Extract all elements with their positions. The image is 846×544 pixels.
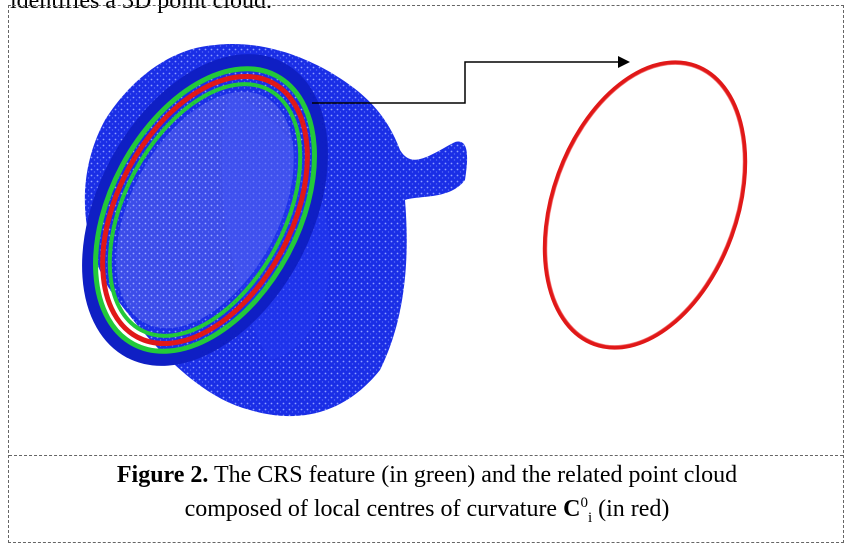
caption-text-3: (in red)	[592, 496, 670, 522]
caption-line-2: composed of local centres of curvature C…	[10, 492, 844, 526]
caption-divider	[9, 455, 843, 456]
caption-text-2: composed of local centres of curvature	[184, 496, 564, 522]
centres-of-curvature-ring	[542, 60, 748, 350]
figure-caption: Figure 2. The CRS feature (in green) and…	[10, 458, 844, 526]
connector-arrow	[312, 56, 630, 104]
symbol-superscript: 0	[580, 495, 588, 511]
caption-line-1: Figure 2. The CRS feature (in green) and…	[10, 458, 844, 492]
curvature-symbol: C	[563, 496, 581, 522]
symbol-subscript: i	[587, 509, 593, 526]
figure-image	[82, 44, 748, 417]
caption-text-1: The CRS feature (in green) and the relat…	[208, 462, 738, 488]
point-cloud-model	[82, 44, 468, 417]
preceding-body-text: identifies a 3D point cloud.	[10, 0, 272, 14]
figure-frame	[8, 5, 844, 543]
figure-label: Figure 2.	[116, 462, 209, 488]
